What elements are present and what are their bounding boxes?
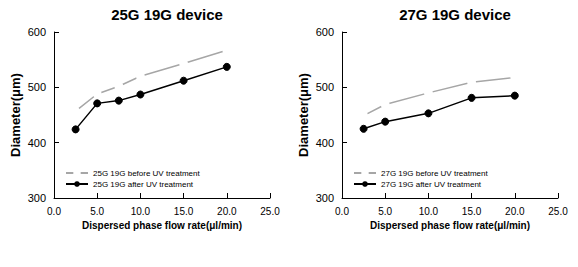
- svg-text:500: 500: [316, 81, 334, 93]
- svg-text:400: 400: [316, 137, 334, 149]
- svg-text:10.0: 10.0: [131, 206, 151, 217]
- svg-text:25.0: 25.0: [260, 206, 280, 217]
- svg-text:25.0: 25.0: [548, 206, 568, 217]
- svg-text:Dispersed phase flow rate(μl/m: Dispersed phase flow rate(μl/min): [82, 220, 242, 231]
- svg-text:20.0: 20.0: [217, 206, 237, 217]
- svg-text:500: 500: [28, 81, 46, 93]
- svg-text:20.0: 20.0: [505, 206, 525, 217]
- svg-text:300: 300: [28, 192, 46, 204]
- svg-text:600: 600: [28, 26, 46, 38]
- svg-text:25G 19G device: 25G 19G device: [111, 6, 223, 23]
- svg-text:5.0: 5.0: [378, 206, 392, 217]
- svg-text:Diameter(μm): Diameter(μm): [296, 73, 311, 157]
- svg-text:15.0: 15.0: [462, 206, 482, 217]
- svg-text:25G 19G before UV treatment: 25G 19G before UV treatment: [93, 169, 201, 178]
- svg-text:0.0: 0.0: [47, 206, 61, 217]
- svg-text:600: 600: [316, 26, 334, 38]
- svg-text:27G 19G after UV treatment: 27G 19G after UV treatment: [381, 180, 482, 189]
- svg-text:10.0: 10.0: [419, 206, 439, 217]
- svg-text:15.0: 15.0: [174, 206, 194, 217]
- svg-text:Diameter(μm): Diameter(μm): [8, 73, 23, 157]
- svg-text:300: 300: [316, 192, 334, 204]
- svg-text:400: 400: [28, 137, 46, 149]
- svg-text:0.0: 0.0: [335, 206, 349, 217]
- svg-text:Dispersed phase flow rate(μl/m: Dispersed phase flow rate(μl/min): [370, 220, 530, 231]
- svg-text:25G 19G after UV treatment: 25G 19G after UV treatment: [93, 180, 194, 189]
- svg-text:27G 19G before UV treatment: 27G 19G before UV treatment: [381, 169, 489, 178]
- svg-text:5.0: 5.0: [90, 206, 104, 217]
- svg-text:27G 19G device: 27G 19G device: [399, 6, 511, 23]
